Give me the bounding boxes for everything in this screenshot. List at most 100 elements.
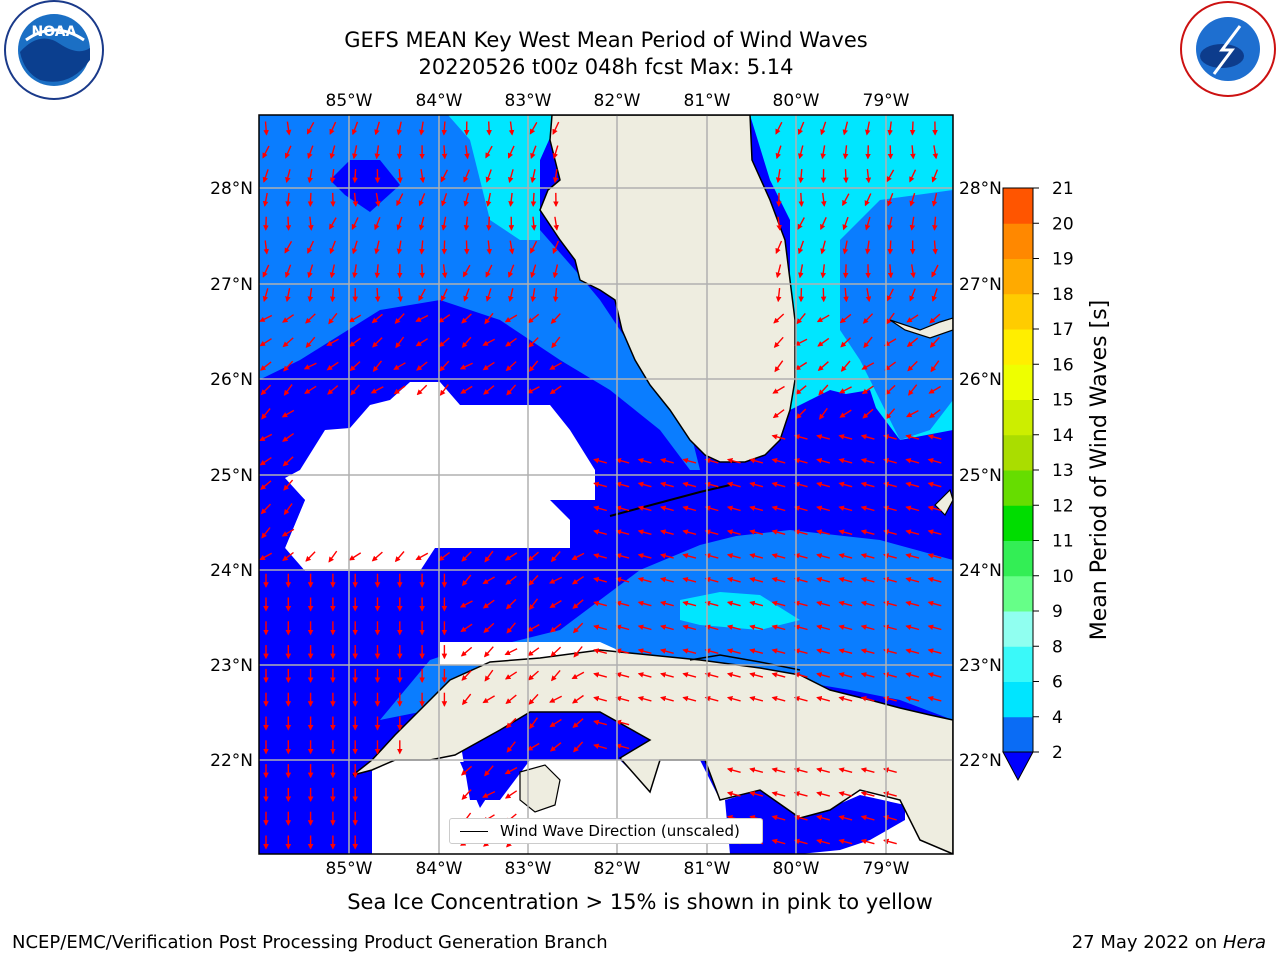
wind-arrow [838, 434, 853, 440]
lon-label: 80°W [773, 91, 820, 111]
wind-arrow [838, 672, 853, 678]
wind-arrow [615, 672, 630, 678]
wind-arrow [816, 553, 830, 559]
wind-arrow [726, 648, 741, 654]
wind-arrow [305, 551, 316, 562]
wind-arrow [508, 288, 514, 302]
wind-arrow [908, 384, 918, 396]
wind-arrow [793, 553, 808, 559]
wind-arrow [394, 551, 405, 563]
map-legend: Wind Wave Direction (unscaled) [449, 818, 763, 844]
wind-arrow [282, 433, 295, 442]
wind-arrow [865, 240, 871, 255]
wind-arrow [551, 336, 561, 349]
wind-arrow [726, 529, 741, 535]
wind-arrow [529, 121, 538, 135]
wind-arrow [485, 145, 493, 159]
lat-label: 27°N [959, 275, 1002, 295]
wind-arrow [463, 192, 470, 207]
map-gridlines [259, 115, 953, 854]
wind-arrow [749, 672, 764, 678]
wind-arrow [820, 121, 827, 136]
wind-arrow [860, 648, 875, 654]
wind-arrow [329, 121, 337, 135]
lat-label: 23°N [959, 656, 1002, 676]
wind-arrow [775, 240, 783, 255]
wind-arrow [418, 193, 426, 207]
wind-arrow [593, 600, 607, 607]
wind-arrow [726, 505, 741, 512]
wind-arrow [282, 551, 294, 561]
lat-label: 22°N [210, 751, 253, 771]
wind-arrow [393, 385, 406, 395]
wind-arrow [838, 838, 853, 845]
wind-arrow [438, 337, 450, 348]
wind-arrow [415, 338, 428, 347]
nws-logo-icon [1180, 1, 1276, 97]
wind-arrow [504, 671, 518, 680]
wind-arrow [530, 240, 538, 254]
wind-arrow [771, 838, 786, 845]
wind-arrow [820, 264, 827, 279]
colorbar-cell [1003, 258, 1033, 295]
colorbar-cell [1003, 399, 1033, 436]
wind-arrow [793, 529, 808, 535]
wind-arrow [593, 553, 607, 559]
wind-arrow [816, 600, 830, 607]
wind-arrow [441, 216, 447, 231]
wind-arrow [282, 314, 295, 323]
chart-title: GEFS MEAN Key West Mean Period of Wind W… [344, 28, 868, 52]
wind-arrow [816, 529, 830, 535]
wind-arrow [550, 669, 561, 682]
wind-arrow [553, 216, 559, 231]
wind-arrow [930, 360, 940, 373]
wind-arrow [793, 481, 808, 488]
wind-arrow [774, 360, 784, 373]
wind-arrow [460, 765, 473, 776]
wind-arrow [797, 121, 805, 136]
wind-arrow [861, 362, 875, 370]
wind-arrow [507, 264, 515, 278]
colorbar-extend-triangle [1002, 751, 1034, 782]
wind-arrow [905, 672, 920, 678]
wind-arrow [397, 288, 403, 303]
wind-arrow [775, 288, 782, 303]
wind-arrow [798, 192, 805, 208]
wind-arrow [327, 385, 339, 395]
wind-arrow [374, 121, 380, 136]
wind-arrow [909, 192, 916, 207]
wind-arrow [771, 505, 786, 512]
wind-arrow [349, 337, 361, 347]
wind-arrow [860, 695, 875, 702]
wind-arrow [704, 576, 719, 583]
wind-arrow [775, 145, 782, 160]
noaa-logo-text: NOAA [32, 24, 77, 40]
wind-arrow [816, 767, 830, 773]
lon-label: 80°W [773, 859, 820, 879]
wind-arrow [863, 336, 873, 349]
wind-arrow [374, 288, 381, 303]
wind-arrow [886, 169, 895, 183]
wind-arrow [396, 240, 403, 255]
wind-arrow [820, 192, 827, 207]
wind-arrow [637, 553, 652, 559]
wind-arrow [482, 599, 495, 609]
wind-arrow [329, 217, 337, 230]
wind-arrow [660, 576, 674, 583]
wind-arrow [415, 552, 429, 561]
wind-arrow [909, 216, 916, 231]
wind-arrow [285, 288, 291, 303]
wind-arrow [263, 240, 270, 255]
wind-arrow [749, 553, 764, 559]
lon-label: 83°W [505, 859, 552, 879]
wind-arrow [262, 169, 269, 183]
wind-arrow [885, 408, 896, 420]
wind-arrow [348, 314, 362, 323]
wind-arrow [285, 169, 291, 183]
wind-arrow [704, 481, 719, 488]
wind-arrow [637, 457, 652, 464]
wind-arrow [771, 695, 786, 702]
wind-arrow [749, 576, 764, 583]
wind-arrow [726, 457, 741, 464]
wind-arrow [793, 838, 808, 845]
